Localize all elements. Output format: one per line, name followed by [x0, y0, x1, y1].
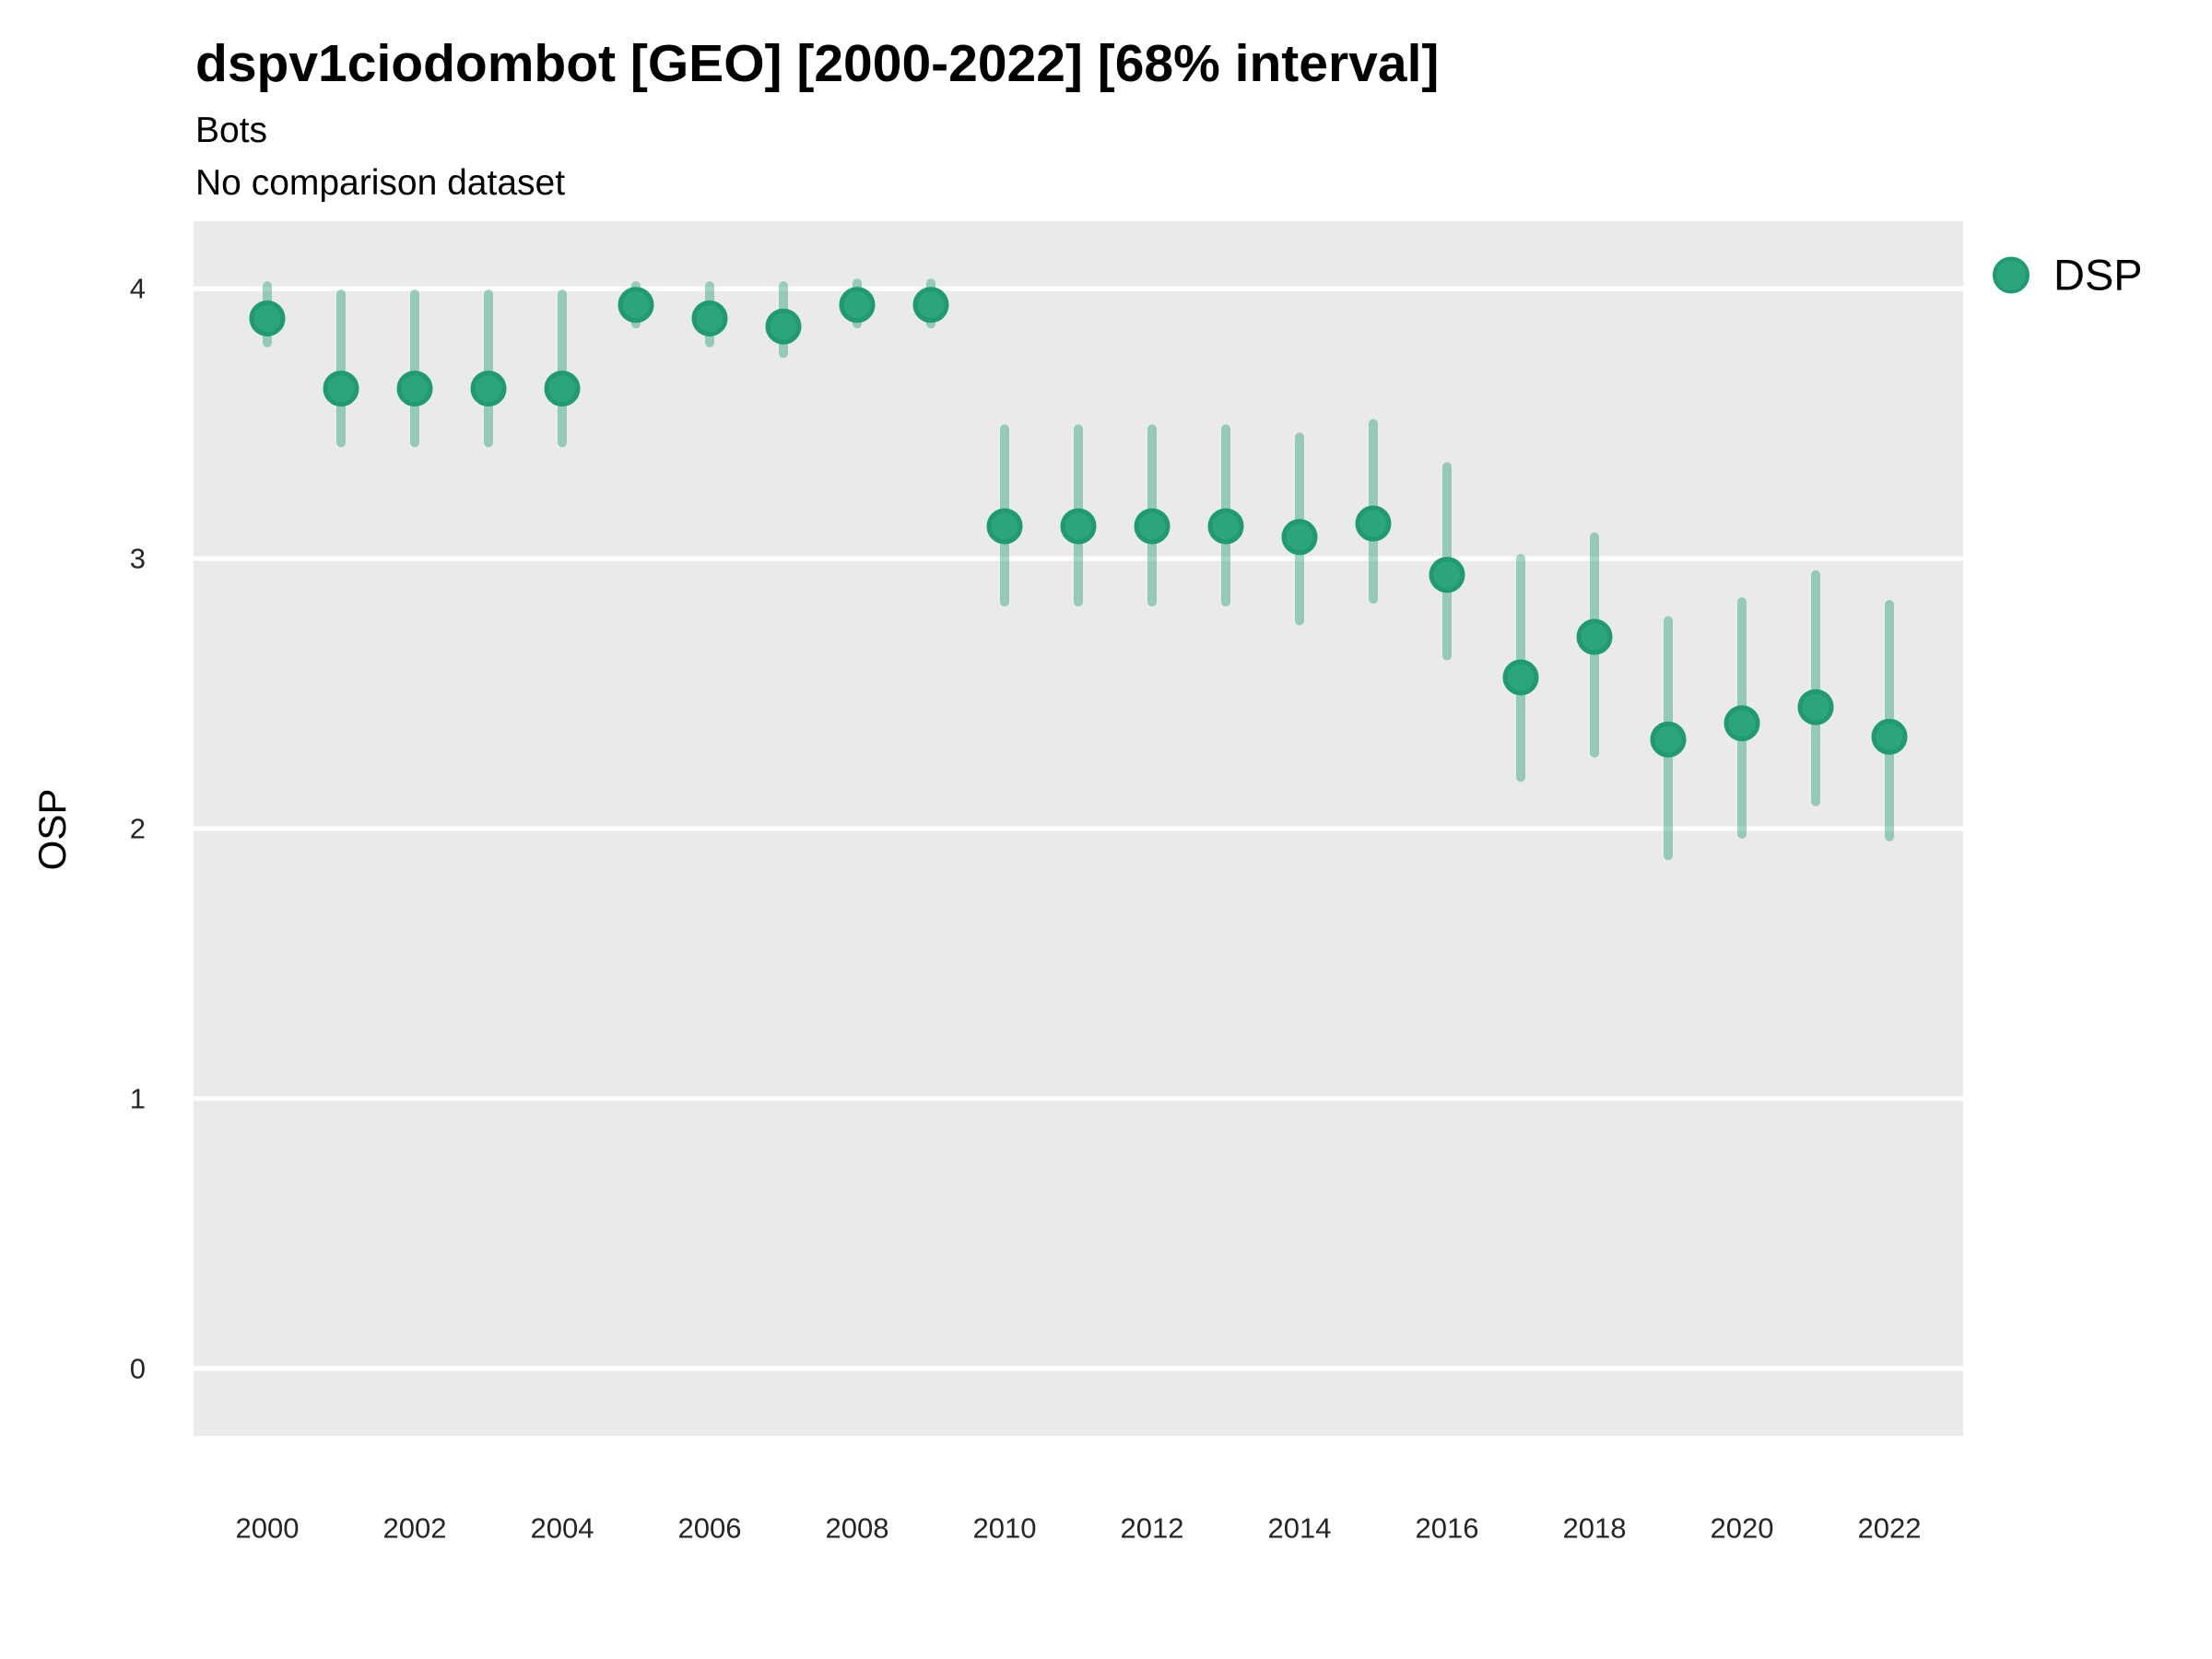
data-point-2013: [1207, 508, 1244, 545]
data-point-2020: [1724, 705, 1760, 742]
y-tick-label-3: 3: [130, 543, 146, 575]
y-axis-title: OSP: [30, 788, 74, 871]
x-tick-label-2006: 2006: [678, 1512, 742, 1545]
data-point-2011: [1060, 508, 1097, 545]
data-point-2001: [323, 371, 359, 407]
data-point-2007: [765, 308, 802, 345]
data-point-2008: [839, 287, 876, 324]
data-point-2012: [1134, 508, 1171, 545]
data-point-2018: [1576, 618, 1613, 655]
data-point-2006: [691, 300, 728, 336]
data-point-2019: [1650, 721, 1687, 758]
x-tick-label-2020: 2020: [1711, 1512, 1774, 1545]
legend-label-dsp: DSP: [2053, 250, 2143, 300]
x-tick-label-2012: 2012: [1121, 1512, 1184, 1545]
x-tick-label-2022: 2022: [1858, 1512, 1922, 1545]
chart-title: dspv1ciodombot [GEO] [2000-2022] [68% in…: [195, 34, 1440, 93]
x-tick-label-2010: 2010: [973, 1512, 1037, 1545]
data-point-2010: [986, 508, 1023, 545]
data-point-2003: [470, 371, 507, 407]
x-tick-label-2014: 2014: [1268, 1512, 1332, 1545]
x-tick-label-2016: 2016: [1416, 1512, 1479, 1545]
data-point-2022: [1871, 718, 1908, 755]
x-tick-label-2008: 2008: [826, 1512, 889, 1545]
data-point-2002: [396, 371, 433, 407]
y-tick-label-2: 2: [130, 813, 146, 845]
legend-marker-dsp-icon: [1993, 256, 2030, 293]
chart-subtitle: Bots: [195, 111, 268, 150]
data-point-2004: [544, 371, 581, 407]
data-point-2000: [249, 300, 286, 336]
data-point-2021: [1797, 688, 1834, 725]
x-tick-label-2002: 2002: [383, 1512, 447, 1545]
data-point-2005: [618, 287, 654, 324]
x-tick-label-2000: 2000: [236, 1512, 300, 1545]
data-point-2014: [1281, 519, 1318, 556]
data-point-2015: [1355, 505, 1392, 542]
x-tick-label-2018: 2018: [1563, 1512, 1627, 1545]
legend: DSP: [1993, 250, 2143, 300]
data-point-2017: [1502, 659, 1539, 696]
y-tick-label-1: 1: [130, 1082, 146, 1114]
data-point-2016: [1429, 557, 1465, 594]
y-tick-label-4: 4: [130, 273, 146, 305]
chart-note: No comparison dataset: [195, 163, 566, 203]
x-tick-label-2004: 2004: [531, 1512, 594, 1545]
y-tick-label-0: 0: [130, 1352, 146, 1384]
data-point-2009: [912, 287, 949, 324]
